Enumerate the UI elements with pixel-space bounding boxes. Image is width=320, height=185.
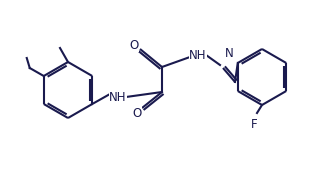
Text: NH: NH — [189, 48, 207, 61]
Text: O: O — [132, 107, 142, 120]
Text: O: O — [129, 38, 139, 51]
Text: NH: NH — [109, 90, 127, 103]
Text: F: F — [251, 118, 257, 131]
Text: N: N — [225, 47, 234, 60]
